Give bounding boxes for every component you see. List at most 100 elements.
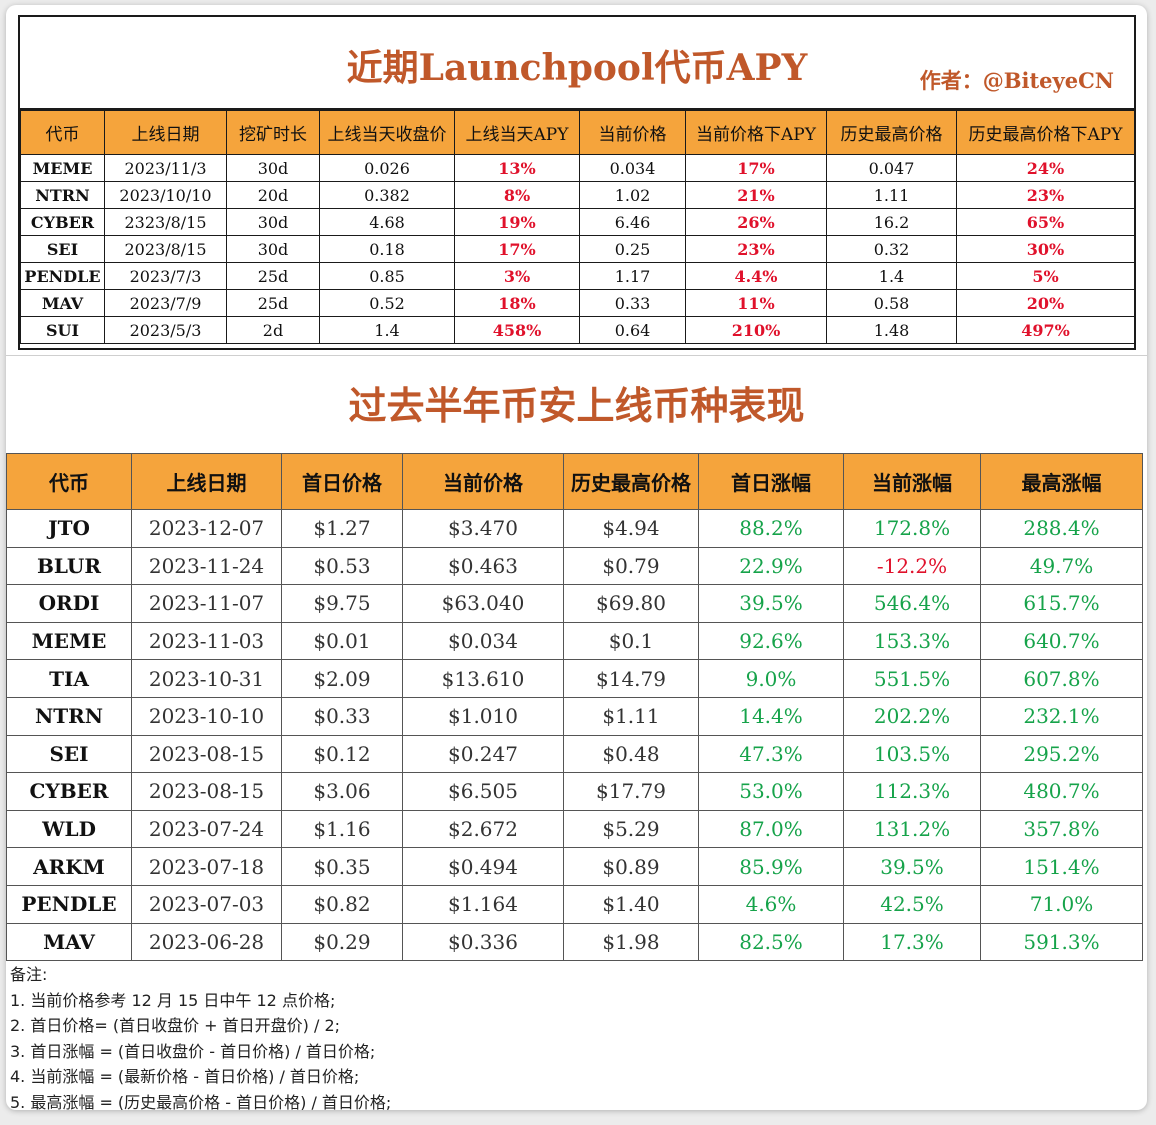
table-cell: 30%: [956, 235, 1135, 263]
table-cell: 2023/7/9: [104, 289, 227, 317]
table-cell: 0.034: [579, 154, 686, 182]
note-line: 5. 最高涨幅 = (历史最高价格 - 首日价格) / 首日价格;: [10, 1092, 392, 1111]
column-header: 当前价格: [402, 453, 564, 510]
table-cell: BLUR: [6, 546, 132, 586]
launchpool-body: MEME 2023/11/3 30d 0.026 13% 0.034 17% 0.047 24%…: [20, 154, 1135, 344]
table-cell: 3%: [454, 262, 580, 290]
table-cell: $0.29: [281, 922, 403, 962]
table-row: CYBER 2323/8/15 30d 4.68 19% 6.46 26% 16.2 65%: [20, 208, 1135, 236]
note-line: 2. 首日价格= (首日收盘价 + 首日开盘价) / 2;: [10, 1016, 341, 1035]
table-cell: 5%: [956, 262, 1135, 290]
table-cell: $0.01: [281, 621, 403, 661]
launchpool-title-bar: 近期Launchpool代币APY 作者：@BiteyeCN: [20, 17, 1134, 110]
table-row: SEI 2023-08-15 $0.12 $0.247 $0.48 47.3% 103.5%…: [6, 734, 1143, 774]
table-cell: 20%: [956, 289, 1135, 317]
table-cell: 23%: [956, 181, 1135, 209]
table-cell: 1.4: [319, 316, 455, 344]
table-cell: $0.89: [563, 847, 699, 886]
table-cell: 47.3%: [698, 734, 844, 774]
table-cell: $5.29: [563, 809, 699, 849]
column-header: 历史最高价格: [826, 110, 957, 155]
table-cell: 0.64: [579, 316, 686, 344]
binance-listing-table: 代币 上线日期 首日价格 当前价格 历史最高价格 首日涨幅 当前涨幅 最高涨幅 JTO 2023…: [6, 453, 1143, 962]
table-cell: 9.0%: [698, 659, 844, 698]
table-cell: MEME: [6, 621, 132, 661]
table-cell: $1.40: [563, 884, 699, 924]
table-cell: 30d: [226, 154, 320, 182]
table-cell: 497%: [956, 316, 1135, 344]
table-cell: 82.5%: [698, 922, 844, 962]
table-cell: 2023-06-28: [131, 922, 282, 962]
table-cell: 0.58: [826, 289, 957, 317]
table-cell: 172.8%: [843, 509, 981, 548]
table-cell: CYBER: [6, 772, 132, 811]
table-cell: 18%: [454, 289, 580, 317]
table-cell: 30d: [226, 208, 320, 236]
table-cell: 232.1%: [980, 696, 1143, 736]
table-cell: $2.672: [402, 809, 564, 849]
table-cell: 103.5%: [843, 734, 981, 774]
table-cell: 151.4%: [980, 847, 1143, 886]
column-header: 代币: [20, 110, 105, 155]
table-cell: $63.040: [402, 584, 564, 623]
table-cell: 6.46: [579, 208, 686, 236]
table-cell: 2023/11/3: [104, 154, 227, 182]
table-cell: 20d: [226, 181, 320, 209]
table-cell: $6.505: [402, 772, 564, 811]
table-cell: $1.98: [563, 922, 699, 962]
table-cell: 11%: [685, 289, 827, 317]
table-cell: 1.17: [579, 262, 686, 290]
table-row: TIA 2023-10-31 $2.09 $13.610 $14.79 9.0% 551.5…: [6, 659, 1143, 698]
table-cell: $1.11: [563, 696, 699, 736]
table-cell: 25d: [226, 262, 320, 290]
table-cell: PENDLE: [20, 262, 105, 290]
table-cell: 65%: [956, 208, 1135, 236]
column-header: 当前涨幅: [843, 453, 981, 510]
table-cell: 591.3%: [980, 922, 1143, 962]
table-cell: $0.494: [402, 847, 564, 886]
table-cell: NTRN: [6, 696, 132, 736]
table-cell: 295.2%: [980, 734, 1143, 774]
table-cell: $2.09: [281, 659, 403, 698]
table-cell: 2023/8/15: [104, 235, 227, 263]
launchpool-header-row: 代币 上线日期 挖矿时长 上线当天收盘价 上线当天APY 当前价格 当前价格下APY 历史最高…: [20, 110, 1135, 155]
table-cell: $0.79: [563, 546, 699, 586]
table-cell: $14.79: [563, 659, 699, 698]
table-cell: 210%: [685, 316, 827, 344]
table-cell: 2023-07-18: [131, 847, 282, 886]
table-cell: 480.7%: [980, 772, 1143, 811]
table-cell: $0.35: [281, 847, 403, 886]
column-header: 当前价格下APY: [685, 110, 827, 155]
table-cell: $3.06: [281, 772, 403, 811]
table-cell: 0.18: [319, 235, 455, 263]
table-cell: $0.1: [563, 621, 699, 661]
table-cell: $4.94: [563, 509, 699, 548]
table-cell: 288.4%: [980, 509, 1143, 548]
table-cell: 39.5%: [698, 584, 844, 623]
table-cell: 607.8%: [980, 659, 1143, 698]
table-cell: 24%: [956, 154, 1135, 182]
table-cell: 16.2: [826, 208, 957, 236]
table-cell: SEI: [20, 235, 105, 263]
table-cell: 25d: [226, 289, 320, 317]
table-row: MAV 2023-06-28 $0.29 $0.336 $1.98 82.5% 17.3% 5…: [6, 922, 1143, 962]
table-cell: 2023/7/3: [104, 262, 227, 290]
table-cell: $69.80: [563, 584, 699, 623]
table-cell: 0.32: [826, 235, 957, 263]
table-cell: 49.7%: [980, 546, 1143, 586]
table-cell: $0.247: [402, 734, 564, 774]
table-row: NTRN 2023/10/10 20d 0.382 8% 1.02 21% 1.11 23%: [20, 181, 1135, 209]
table-cell: 0.026: [319, 154, 455, 182]
table-cell: 0.25: [579, 235, 686, 263]
infographic-sheet: 近期Launchpool代币APY 作者：@BiteyeCN 代币 上线日期 挖矿时…: [6, 5, 1147, 1110]
table-row: CYBER 2023-08-15 $3.06 $6.505 $17.79 53.0% 112…: [6, 772, 1143, 811]
table-cell: 17%: [685, 154, 827, 182]
table-cell: MAV: [6, 922, 132, 962]
table-cell: $0.12: [281, 734, 403, 774]
table-cell: 4.6%: [698, 884, 844, 924]
table-cell: 357.8%: [980, 809, 1143, 849]
table-cell: 26%: [685, 208, 827, 236]
table-cell: 551.5%: [843, 659, 981, 698]
column-header: 历史最高价格下APY: [956, 110, 1135, 155]
table-cell: $0.463: [402, 546, 564, 586]
